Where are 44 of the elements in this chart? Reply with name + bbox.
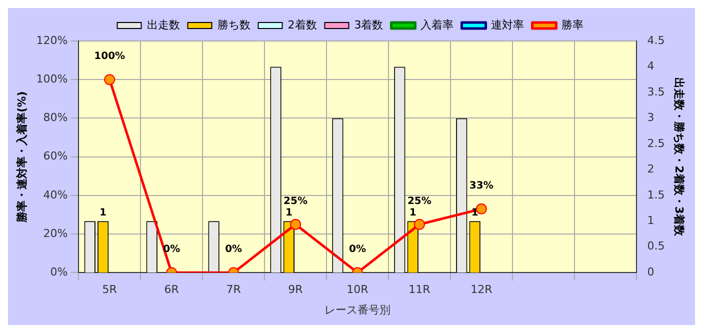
y-axis-title: 勝率・連対率・入着率(%): [15, 91, 28, 224]
data-label: 25%: [284, 196, 308, 207]
y-tick-label: 120%: [36, 34, 68, 47]
data-label: 25%: [407, 196, 432, 207]
legend-label: 勝率: [562, 18, 584, 32]
y2-axis-title: 出走数・勝ち数・2着数・3着数: [672, 78, 686, 237]
y2-tick-label: 3: [647, 111, 654, 124]
y2-tick-label: 1: [647, 214, 654, 227]
data-label: 33%: [469, 180, 494, 192]
legend-label: 連対率: [491, 18, 524, 32]
y-tick-label: 60%: [43, 150, 68, 163]
y2-tick-label: 0.5: [647, 240, 665, 253]
y-tick-label: 80%: [43, 111, 68, 124]
y-tick-label: 40%: [43, 188, 68, 202]
legend-label: 3着数: [354, 18, 384, 32]
data-label: 1: [285, 208, 292, 219]
data-label: 1: [100, 208, 107, 219]
x-tick-label: 6R: [164, 283, 180, 296]
y2-tick-label: 4.5: [647, 34, 665, 47]
y-tick-label: 100%: [36, 72, 68, 86]
y-tick-label: 20%: [43, 226, 68, 240]
legend-label: 勝ち数: [217, 18, 250, 32]
legend-label: 入着率: [420, 18, 454, 32]
y2-tick-label: 3.5: [647, 85, 665, 98]
data-label: 100%: [94, 51, 126, 62]
y2-tick-label: 2: [647, 162, 654, 176]
x-tick-label: 11R: [408, 283, 431, 296]
y-tick-label: 0%: [50, 265, 68, 278]
x-tick-label: 5R: [102, 283, 118, 296]
data-label: 1: [409, 208, 416, 219]
y2-tick-label: 0: [647, 265, 654, 278]
data-label: 0%: [348, 244, 366, 256]
x-axis-title: レース番号別: [324, 303, 390, 316]
y2-tick-label: 1.5: [647, 188, 665, 202]
legend-label: 出走数: [146, 18, 180, 32]
y2-tick-label: 2.5: [647, 136, 665, 150]
x-tick-label: 10R: [346, 283, 369, 296]
x-tick-label: 7R: [226, 283, 242, 296]
data-label: 0%: [225, 244, 242, 256]
legend-label: 2着数: [288, 18, 317, 32]
x-tick-label: 12R: [470, 283, 493, 296]
y2-tick-label: 4: [647, 60, 654, 73]
x-tick-label: 9R: [288, 283, 304, 296]
point: [104, 74, 116, 86]
